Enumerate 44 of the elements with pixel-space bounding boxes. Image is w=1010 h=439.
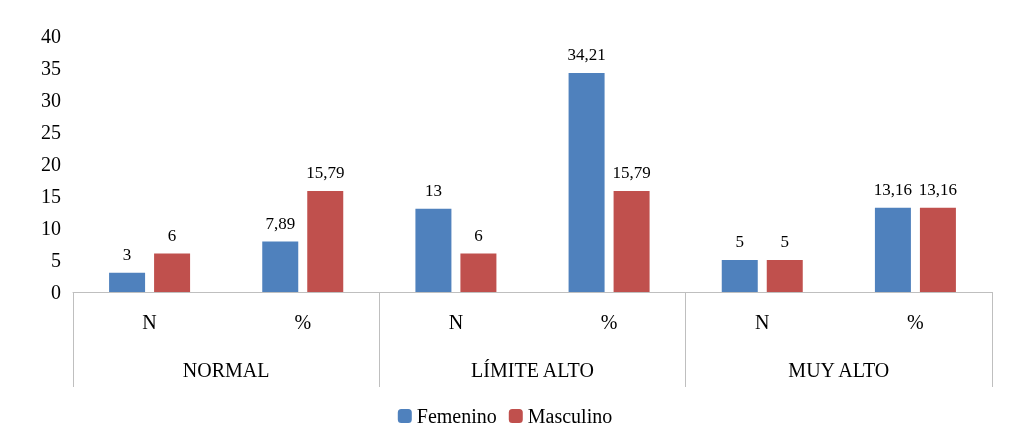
y-tick-label: 30 [41, 89, 61, 111]
bar [415, 208, 452, 292]
data-label: 15,79 [612, 162, 651, 182]
data-label: 13,16 [918, 179, 958, 199]
legend-label: Femenino [416, 405, 497, 427]
bar [766, 260, 803, 292]
y-tick-label: 15 [41, 185, 61, 207]
y-tick-label: 20 [41, 153, 61, 175]
data-label: 13 [424, 180, 442, 200]
bar [307, 190, 344, 292]
bar [154, 253, 191, 292]
data-label: 7,89 [265, 213, 296, 233]
y-tick-label: 10 [41, 217, 61, 239]
legend-label: Masculino [527, 405, 613, 427]
bar [721, 260, 758, 292]
bar [460, 253, 497, 292]
data-label: 15,79 [306, 162, 345, 182]
bar [109, 272, 146, 292]
data-label: 6 [167, 225, 177, 245]
x-tick-label: N [755, 311, 770, 333]
data-label: 34,21 [567, 45, 606, 65]
bar [262, 241, 299, 292]
bar [568, 73, 605, 292]
data-label: 13,16 [873, 179, 913, 199]
data-label: 3 [122, 244, 132, 264]
y-tick-label: 25 [41, 121, 61, 143]
y-tick-label: 5 [51, 249, 61, 271]
bar [613, 190, 650, 292]
x-tick-label: N [448, 311, 464, 333]
text: MUY ALTO [788, 359, 890, 381]
y-tick-label: 0 [51, 281, 61, 303]
bar [874, 207, 911, 292]
x-tick-label: % [907, 311, 924, 333]
x-tick-label: % [294, 311, 312, 333]
y-tick-label: 40 [41, 25, 61, 47]
data-label: 5 [780, 232, 789, 251]
data-label: 6 [474, 225, 483, 245]
data-label: 5 [735, 232, 744, 251]
x-tick-label: % [600, 311, 618, 333]
text: NORMAL [182, 359, 270, 381]
text: LÍMITE ALTO [471, 359, 594, 381]
x-tick-label: N [142, 311, 157, 333]
bar [919, 207, 956, 292]
y-tick-label: 35 [41, 57, 61, 79]
